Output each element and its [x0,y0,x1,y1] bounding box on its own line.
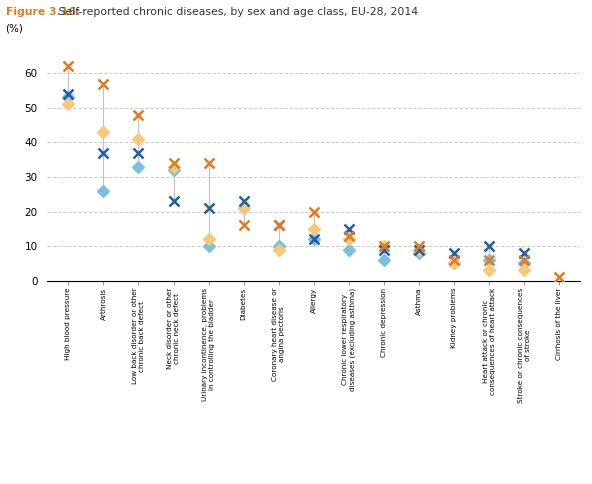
Text: Self-reported chronic diseases, by sex and age class, EU-28, 2014: Self-reported chronic diseases, by sex a… [55,7,418,17]
Text: Figure 3.16:: Figure 3.16: [6,7,81,17]
Text: (%): (%) [5,24,22,34]
